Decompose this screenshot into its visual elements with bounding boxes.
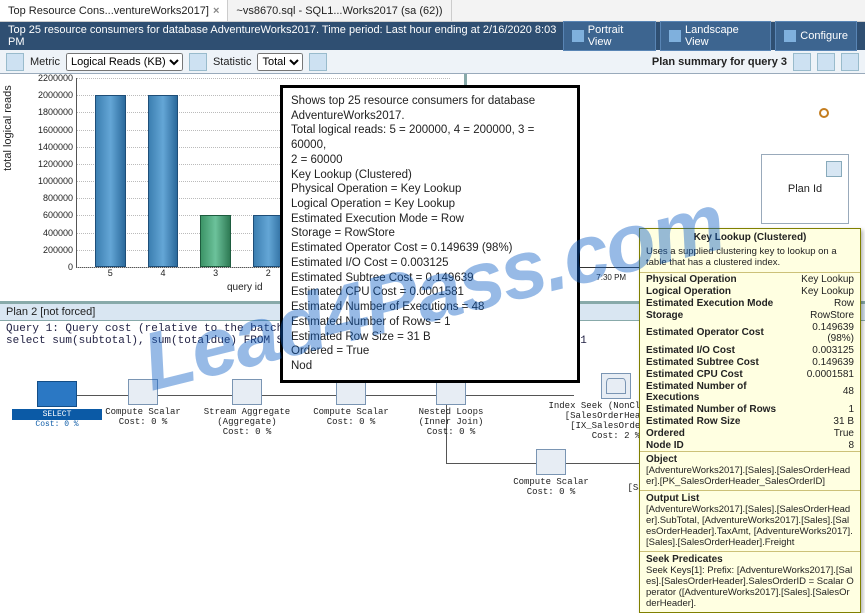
tooltip-seek-label: Seek Predicates — [640, 551, 860, 565]
plan-node-select[interactable]: SELECT Cost: 0 % — [12, 381, 102, 429]
tooltip-desc: Uses a supplied clustering key to lookup… — [640, 246, 860, 273]
loops-icon — [436, 379, 466, 405]
plan-node-compute-scalar-2[interactable]: Compute Scalar Cost: 0 % — [306, 379, 396, 427]
view-icon-3[interactable] — [841, 53, 859, 71]
view-icon-2[interactable] — [817, 53, 835, 71]
refresh-icon[interactable] — [6, 53, 24, 71]
metric-label: Metric — [30, 56, 60, 68]
y-axis-label: total logical reads — [2, 85, 14, 171]
aggregate-icon — [232, 379, 262, 405]
tooltip-output-label: Output List — [640, 490, 860, 504]
operator-tooltip: Key Lookup (Clustered) Uses a supplied c… — [639, 228, 861, 613]
tooltip-seek: Seek Keys[1]: Prefix: [AdventureWorks201… — [640, 565, 860, 612]
metric-select[interactable]: Logical Reads (KB) — [66, 53, 183, 71]
annotation-overlay: Shows top 25 resource consumers for data… — [280, 85, 580, 383]
plan-node-compute-scalar-1[interactable]: Compute Scalar Cost: 0 % — [98, 379, 188, 427]
landscape-icon — [669, 30, 681, 42]
page-title: Top 25 resource consumers for database A… — [8, 24, 563, 48]
view-icon-1[interactable] — [793, 53, 811, 71]
chart-bar[interactable]: 4 — [148, 95, 179, 267]
plan-node-stream-aggregate[interactable]: Stream Aggregate (Aggregate) Cost: 0 % — [202, 379, 292, 437]
chart-bar[interactable]: 2 — [253, 215, 284, 267]
scatter-point — [819, 108, 829, 118]
compute-icon — [536, 449, 566, 475]
plan-node-compute-scalar-3[interactable]: Compute Scalar Cost: 0 % — [506, 449, 596, 497]
portrait-icon — [572, 30, 584, 42]
chart-bar[interactable]: 5 — [95, 95, 126, 267]
tab-label: Top Resource Cons...ventureWorks2017] — [8, 5, 209, 17]
close-icon[interactable]: × — [213, 5, 219, 17]
tooltip-object: [AdventureWorks2017].[Sales].[SalesOrder… — [640, 465, 860, 490]
title-bar: Top 25 resource consumers for database A… — [0, 22, 865, 50]
chart-bar[interactable]: 3 — [200, 215, 231, 267]
plan-summary-label: Plan summary for query 3 — [652, 56, 787, 68]
chart-toolbar: Metric Logical Reads (KB) Statistic Tota… — [0, 50, 865, 74]
statistic-select[interactable]: Total — [257, 53, 303, 71]
tooltip-output: [AdventureWorks2017].[Sales].[SalesOrder… — [640, 504, 860, 551]
tab-top-resource[interactable]: Top Resource Cons...ventureWorks2017] × — [0, 0, 228, 21]
tab-label: ~vs8670.sql - SQL1...Works2017 (sa (62)) — [236, 5, 442, 17]
tooltip-table: Physical OperationKey LookupLogical Oper… — [640, 273, 860, 451]
chart-mode-icon[interactable] — [309, 53, 327, 71]
select-icon — [37, 381, 77, 407]
portrait-view-button[interactable]: Portrait View — [563, 21, 656, 51]
tab-sql-file[interactable]: ~vs8670.sql - SQL1...Works2017 (sa (62)) — [228, 0, 451, 21]
plan-id-legend: Plan Id — [761, 154, 849, 224]
tooltip-object-label: Object — [640, 451, 860, 465]
compute-icon — [336, 379, 366, 405]
document-tabs: Top Resource Cons...ventureWorks2017] × … — [0, 0, 865, 22]
tooltip-title: Key Lookup (Clustered) — [640, 229, 860, 246]
gear-icon — [784, 30, 796, 42]
index-seek-icon — [601, 373, 631, 399]
titlebar-buttons: Portrait View Landscape View Configure — [563, 21, 857, 51]
compute-icon — [128, 379, 158, 405]
landscape-view-button[interactable]: Landscape View — [660, 21, 771, 51]
plan-node-nested-loops[interactable]: Nested Loops (Inner Join) Cost: 0 % — [406, 379, 496, 437]
chart-icon[interactable] — [189, 53, 207, 71]
statistic-label: Statistic — [213, 56, 252, 68]
configure-button[interactable]: Configure — [775, 21, 857, 51]
